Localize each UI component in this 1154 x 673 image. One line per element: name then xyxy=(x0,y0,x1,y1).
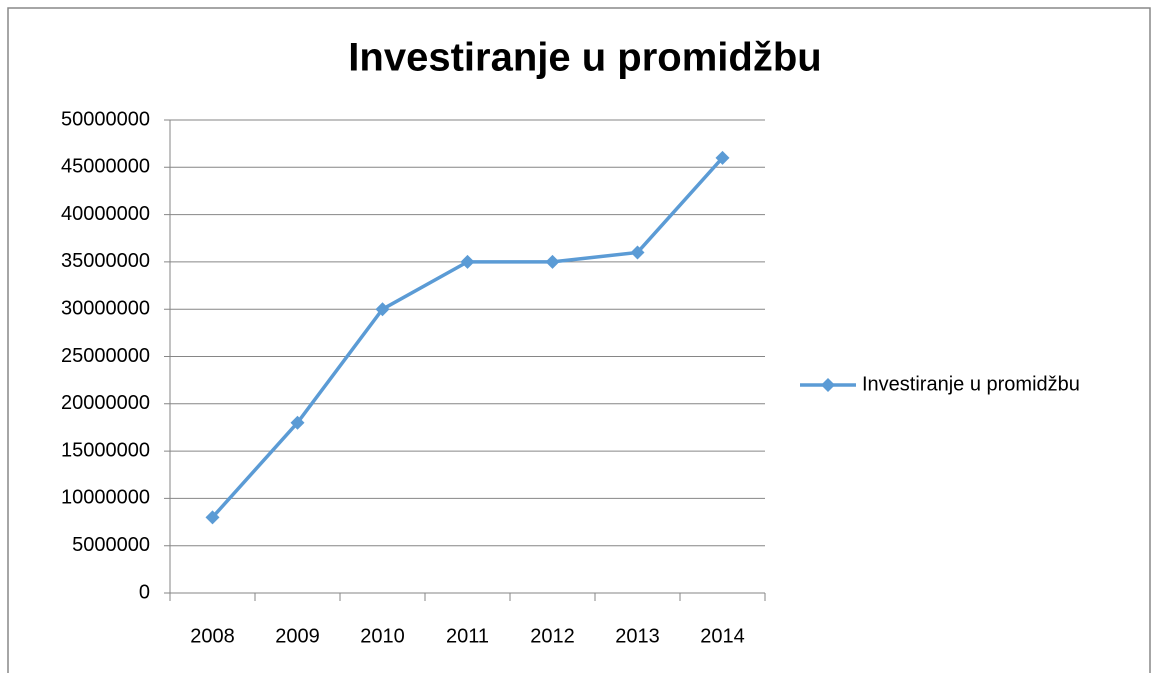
y-tick-label: 25000000 xyxy=(61,345,150,367)
legend-label: Investiranje u promidžbu xyxy=(862,373,1080,395)
chart-border xyxy=(7,7,1151,673)
point xyxy=(630,245,645,260)
y-tick-label: 0 xyxy=(139,581,150,603)
x-tick-label: 2008 xyxy=(190,625,235,647)
legend-marker xyxy=(821,378,835,392)
point xyxy=(375,302,390,317)
point xyxy=(290,415,305,430)
series-line xyxy=(211,156,724,519)
y-tick-label: 45000000 xyxy=(61,156,150,178)
x-tick-label: 2013 xyxy=(615,625,660,647)
y-tick-label: 10000000 xyxy=(61,487,150,509)
y-tick-label: 5000000 xyxy=(72,534,150,556)
y-tick-label: 40000000 xyxy=(61,203,150,225)
point xyxy=(545,254,560,269)
x-tick-label: 2009 xyxy=(275,625,320,647)
point xyxy=(205,510,220,525)
y-tick-label: 35000000 xyxy=(61,250,150,272)
point xyxy=(460,254,475,269)
y-tick-label: 15000000 xyxy=(61,439,150,461)
y-tick-label: 50000000 xyxy=(61,108,150,130)
y-tick-label: 30000000 xyxy=(61,297,150,319)
x-tick-label: 2014 xyxy=(700,625,745,647)
chart-title: Investiranje u promidžbu xyxy=(348,36,821,80)
x-tick-label: 2012 xyxy=(530,625,575,647)
y-tick-label: 20000000 xyxy=(61,392,150,414)
point xyxy=(715,150,730,165)
x-tick-label: 2011 xyxy=(446,625,489,647)
x-tick-label: 2010 xyxy=(360,625,405,647)
